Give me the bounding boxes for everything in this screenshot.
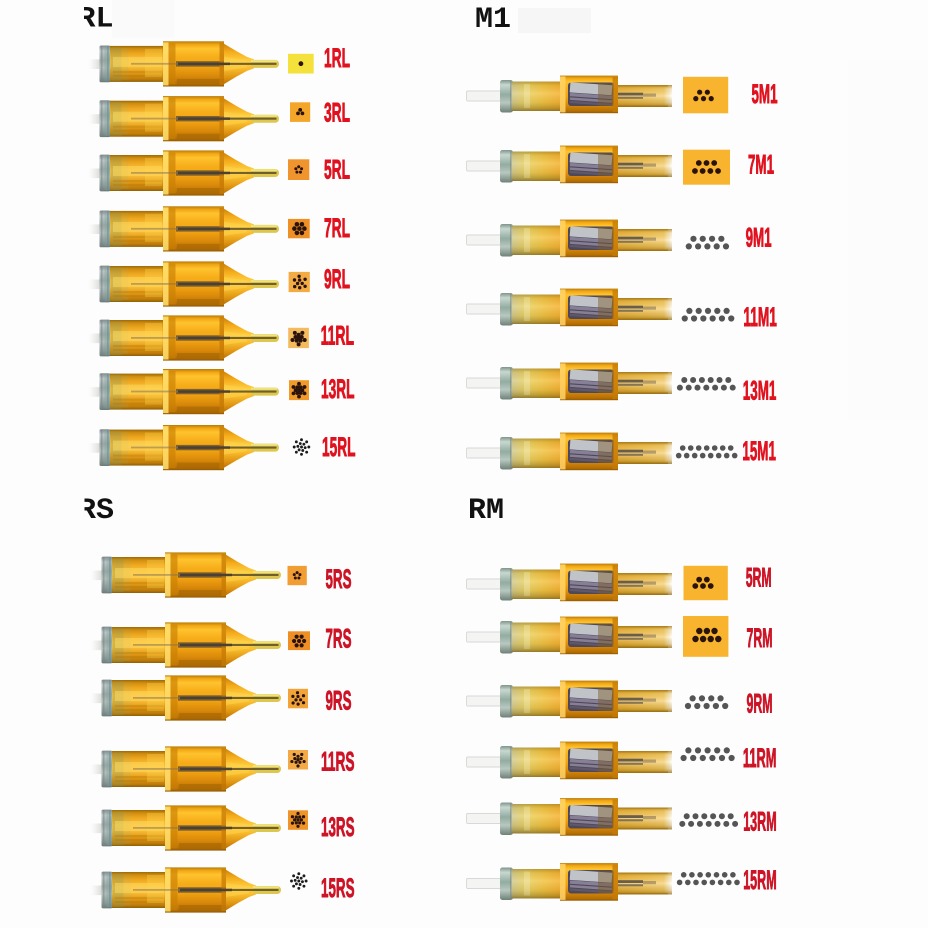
svg-text:9RL: 9RL — [324, 264, 350, 294]
svg-text:13RS: 13RS — [321, 812, 355, 842]
svg-text:15RM: 15RM — [743, 865, 777, 895]
svg-text:3RL: 3RL — [324, 98, 350, 128]
svg-text:5RS: 5RS — [326, 564, 352, 594]
svg-text:13RM: 13RM — [743, 807, 777, 837]
svg-text:9M1: 9M1 — [746, 223, 772, 253]
svg-text:7M1: 7M1 — [748, 150, 774, 180]
svg-text:13RL: 13RL — [321, 374, 355, 404]
svg-text:15RL: 15RL — [322, 432, 356, 462]
svg-text:11RS: 11RS — [321, 747, 355, 777]
svg-text:11RM: 11RM — [743, 743, 777, 773]
svg-text:5RL: 5RL — [324, 155, 350, 185]
svg-text:1RL: 1RL — [324, 43, 350, 73]
svg-text:15M1: 15M1 — [742, 436, 776, 466]
svg-text:RM: RM — [468, 494, 504, 528]
svg-text:13M1: 13M1 — [743, 376, 777, 406]
svg-text:11RL: 11RL — [321, 321, 355, 351]
svg-text:9RS: 9RS — [326, 686, 352, 716]
svg-text:7RM: 7RM — [747, 623, 773, 653]
svg-text:15RS: 15RS — [321, 873, 355, 903]
svg-text:5M1: 5M1 — [752, 79, 778, 109]
svg-text:M1: M1 — [475, 3, 511, 37]
svg-text:5RM: 5RM — [746, 562, 772, 592]
svg-text:7RS: 7RS — [326, 624, 352, 654]
svg-text:11M1: 11M1 — [743, 302, 777, 332]
svg-text:7RL: 7RL — [324, 213, 350, 243]
svg-text:9RM: 9RM — [747, 689, 773, 719]
